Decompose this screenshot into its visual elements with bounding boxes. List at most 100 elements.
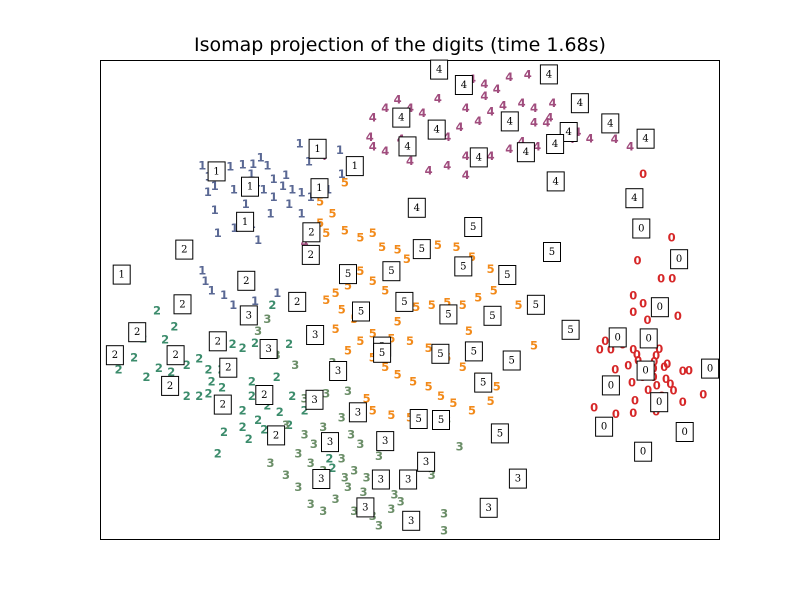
data-point-digit-4: 4: [381, 144, 389, 158]
data-point-digit-2: 2: [220, 425, 228, 439]
thumbnail-digit-label: 5: [379, 348, 385, 359]
data-point-digit-3: 3: [387, 502, 395, 516]
thumbnail-digit-label: 5: [358, 307, 364, 318]
thumbnail-digit-label: 3: [486, 503, 492, 514]
thumbnail-digit-label: 4: [546, 69, 552, 80]
thumbnail-digit-label: 2: [179, 299, 185, 310]
thumbnail-digit-label: 3: [311, 395, 317, 406]
data-point-digit-4: 4: [366, 130, 374, 144]
data-point-digit-1: 1: [270, 190, 278, 204]
data-point-digit-3: 3: [375, 449, 383, 463]
thumbnail-digit-label: 5: [438, 415, 444, 426]
data-point-digit-5: 5: [428, 298, 436, 312]
thumbnail-frame: [373, 342, 392, 363]
thumbnail-digit-label: 1: [316, 183, 322, 194]
data-point-digit-1: 1: [305, 154, 313, 168]
thumbnail-frame: [650, 392, 669, 413]
thumbnail-digit-label: 2: [167, 381, 173, 392]
digit-thumbnail-4: 4: [427, 119, 446, 140]
digit-thumbnail-0: 0: [670, 249, 689, 270]
thumbnail-digit-label: 4: [523, 147, 529, 158]
thumbnail-digit-label: 1: [352, 161, 358, 172]
digit-thumbnail-3: 3: [371, 469, 390, 490]
data-point-digit-0: 0: [669, 384, 677, 398]
data-point-digit-5: 5: [338, 303, 346, 317]
thumbnail-frame: [236, 211, 255, 232]
thumbnail-frame: [352, 301, 370, 322]
thumbnail-frame: [166, 345, 185, 366]
thumbnail-digit-label: 0: [601, 422, 607, 433]
thumbnail-frame: [267, 425, 286, 446]
data-point-digit-1: 1: [297, 185, 305, 199]
data-point-digit-4: 4: [474, 114, 482, 128]
digit-thumbnail-0: 0: [639, 328, 658, 349]
data-point-digit-3: 3: [341, 471, 349, 485]
digit-thumbnail-4: 4: [546, 134, 565, 154]
data-point-digit-3: 3: [350, 463, 358, 477]
thumbnail-frame: [398, 136, 417, 157]
thumbnail-digit-label: 5: [401, 297, 407, 308]
thumbnail-digit-label: 5: [508, 355, 514, 366]
data-point-digit-2: 2: [254, 413, 262, 427]
data-point-digit-0: 0: [674, 309, 682, 323]
thumbnail-digit-label: 2: [308, 250, 314, 261]
digit-thumbnail-2: 2: [237, 270, 256, 291]
digit-thumbnail-2: 2: [213, 394, 232, 415]
digit-thumbnail-1: 1: [112, 264, 131, 285]
data-point-digit-1: 1: [230, 183, 238, 197]
thumbnail-frame: [239, 305, 258, 326]
thumbnail-digit-label: 3: [423, 457, 429, 468]
thumbnail-digit-label: 5: [437, 349, 443, 360]
digit-thumbnail-5: 5: [490, 423, 509, 444]
data-point-digit-2: 2: [208, 375, 216, 389]
data-point-digit-0: 0: [679, 395, 687, 409]
data-point-digit-5: 5: [452, 240, 460, 254]
data-point-digit-3: 3: [338, 451, 346, 465]
data-point-digit-0: 0: [611, 363, 619, 377]
thumbnail-digit-label: 5: [567, 325, 573, 336]
data-point-digit-5: 5: [403, 252, 411, 266]
data-point-digit-5: 5: [332, 322, 340, 336]
data-point-digit-5: 5: [387, 331, 395, 345]
data-point-digit-1: 1: [297, 207, 305, 221]
data-point-digit-3: 3: [350, 504, 358, 518]
thumbnail-digit-label: 1: [213, 166, 219, 177]
data-point-digit-5: 5: [474, 291, 482, 305]
thumbnail-digit-label: 2: [273, 430, 279, 441]
data-point-digit-4: 4: [434, 91, 442, 105]
data-point-digit-5: 5: [394, 315, 402, 329]
thumbnail-frame: [427, 119, 446, 140]
data-point-digit-3: 3: [344, 384, 352, 398]
digit-thumbnail-4: 4: [570, 93, 589, 114]
thumbnail-digit-label: 2: [220, 400, 226, 411]
data-point-digit-5: 5: [490, 283, 498, 297]
data-point-digit-5: 5: [465, 324, 473, 338]
thumbnail-digit-label: 4: [552, 139, 558, 150]
data-point-digit-4: 4: [626, 139, 634, 153]
thumbnail-frame: [310, 178, 329, 199]
thumbnail-digit-label: 0: [657, 302, 663, 313]
thumbnail-digit-label: 2: [112, 350, 118, 361]
thumbnail-frame: [636, 360, 655, 381]
data-point-digit-0: 0: [628, 376, 636, 390]
data-point-digit-0: 0: [629, 406, 637, 420]
digit-thumbnail-2: 2: [105, 345, 124, 366]
thumbnail-frame: [432, 410, 450, 430]
data-point-digit-4: 4: [462, 168, 470, 182]
thumbnail-digit-label: 3: [327, 437, 333, 448]
digit-thumbnail-3: 3: [259, 339, 278, 359]
data-point-digit-0: 0: [679, 364, 687, 378]
data-point-digit-1: 1: [198, 264, 206, 278]
thumbnail-frame: [112, 264, 131, 285]
thumbnail-digit-label: 5: [497, 428, 503, 439]
thumbnail-digit-label: 5: [419, 244, 425, 255]
data-point-digit-3: 3: [332, 492, 340, 506]
data-point-digit-1: 1: [338, 167, 346, 181]
thumbnail-frame: [431, 343, 450, 364]
data-point-digit-3: 3: [266, 456, 274, 470]
digit-thumbnail-0: 0: [650, 392, 669, 413]
data-point-digit-2: 2: [204, 363, 212, 377]
data-point-digit-5: 5: [434, 238, 442, 252]
thumbnail-frame: [339, 264, 357, 285]
digit-thumbnail-0: 0: [595, 416, 614, 437]
